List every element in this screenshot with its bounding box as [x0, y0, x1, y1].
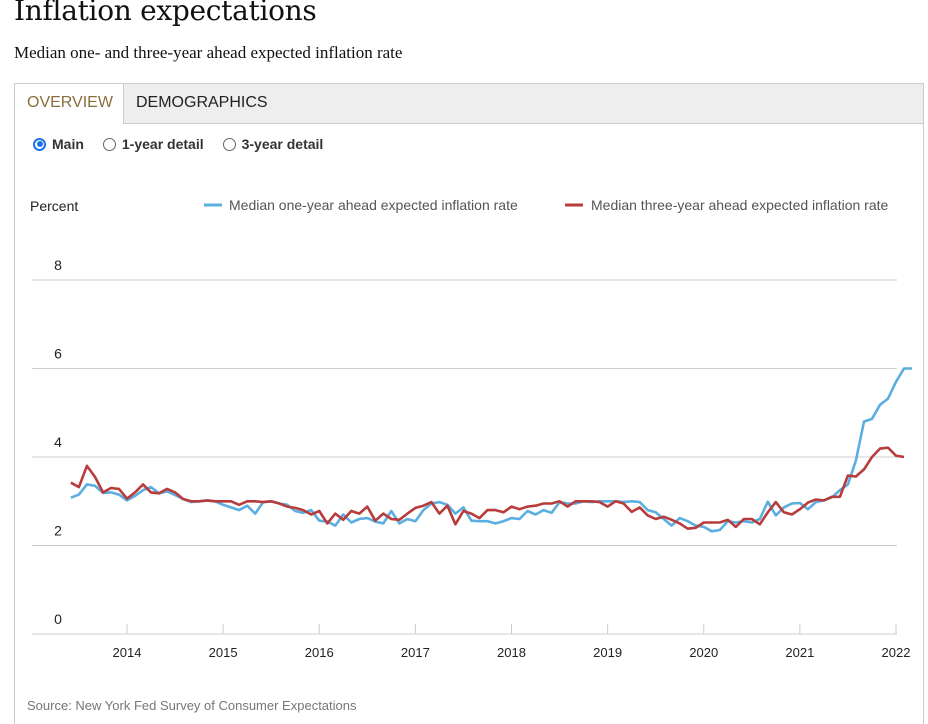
- legend-label-one-year[interactable]: Median one-year ahead expected inflation…: [229, 197, 518, 213]
- radio-3-year-detail-label: 3-year detail: [241, 136, 324, 152]
- radio-checked-icon[interactable]: [33, 137, 46, 151]
- radio-3-year-detail[interactable]: 3-year detail: [222, 136, 324, 152]
- y-axis-label: Percent: [30, 198, 78, 214]
- y-tick-label: 6: [54, 346, 62, 362]
- series-line-three-year[interactable]: [70, 446, 905, 531]
- tab-bar: OVERVIEW DEMOGRAPHICS: [15, 84, 923, 124]
- y-tick-label: 0: [54, 611, 62, 627]
- x-tick-label: 2019: [593, 645, 622, 660]
- radio-main-label: Main: [52, 136, 84, 152]
- series-line-one-year[interactable]: [70, 367, 912, 533]
- x-tick-label: 2021: [785, 645, 814, 660]
- y-tick-label: 4: [54, 434, 62, 450]
- view-options: Main 1-year detail 3-year detail: [33, 136, 342, 152]
- radio-1-year-detail-label: 1-year detail: [121, 136, 204, 152]
- y-tick-label: 2: [54, 523, 62, 539]
- radio-1-year-detail[interactable]: 1-year detail: [102, 136, 204, 152]
- radio-main[interactable]: Main: [33, 136, 84, 152]
- page-title: Inflation expectations: [14, 0, 317, 27]
- x-tick-label: 2022: [882, 645, 911, 660]
- x-tick-label: 2015: [209, 645, 238, 660]
- x-tick-label: 2017: [401, 645, 430, 660]
- x-tick-label: 2018: [497, 645, 526, 660]
- tab-demographics[interactable]: DEMOGRAPHICS: [136, 94, 268, 111]
- x-tick-label: 2014: [113, 645, 142, 660]
- radio-unchecked-icon[interactable]: [102, 137, 116, 151]
- y-tick-label: 8: [54, 257, 62, 273]
- chart-panel: OVERVIEW DEMOGRAPHICS Main 1-year detail…: [14, 83, 924, 724]
- tab-overview[interactable]: OVERVIEW: [15, 84, 124, 124]
- x-tick-label: 2016: [305, 645, 334, 660]
- source-note: Source: New York Fed Survey of Consumer …: [27, 698, 357, 713]
- legend-label-three-year[interactable]: Median three-year ahead expected inflati…: [591, 197, 889, 213]
- radio-unchecked-icon[interactable]: [222, 137, 236, 151]
- page-subtitle: Median one- and three-year ahead expecte…: [14, 43, 403, 62]
- legend: Median one-year ahead expected inflation…: [204, 197, 889, 213]
- x-tick-label: 2020: [689, 645, 718, 660]
